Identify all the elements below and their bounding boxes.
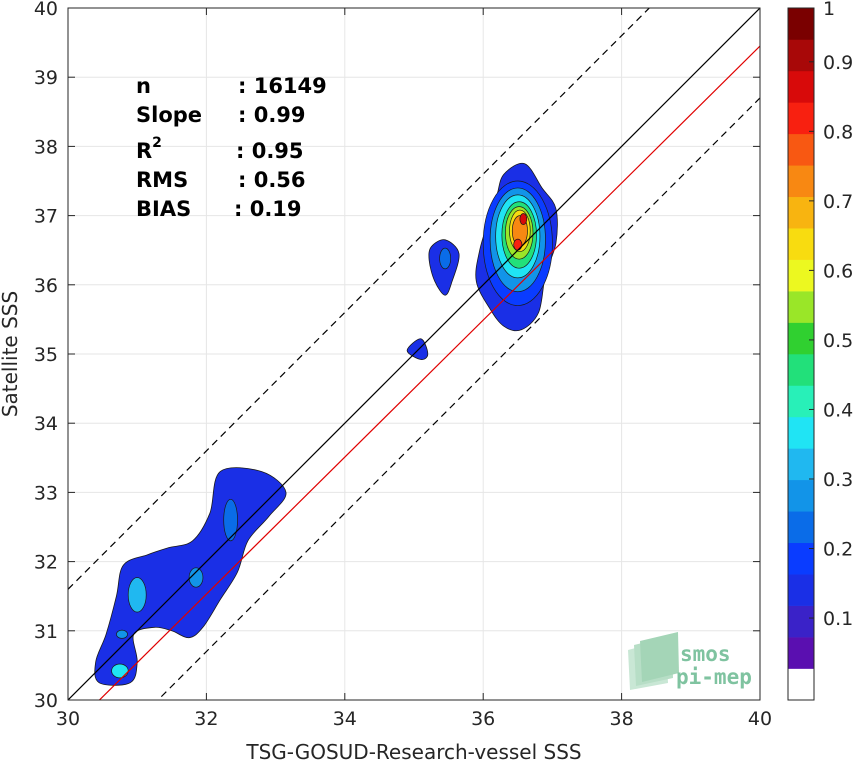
stat-slope-label: Slope bbox=[136, 103, 202, 127]
contour-core-coastal-low-0 bbox=[111, 663, 129, 679]
colorbar-segment bbox=[788, 354, 814, 386]
y-tick-label: 39 bbox=[34, 67, 58, 89]
x-tick-label: 34 bbox=[333, 708, 357, 730]
stat-r2-superscript: 2 bbox=[152, 135, 162, 151]
colorbar-segment bbox=[788, 479, 814, 512]
x-tick-label: 30 bbox=[56, 708, 80, 730]
density-contours bbox=[94, 162, 558, 686]
y-axis-label: Satellite SSS bbox=[0, 291, 22, 417]
colorbar-tick-label: 0.6 bbox=[823, 260, 853, 282]
logo-text-pimep: pi-mep bbox=[676, 665, 752, 689]
colorbar-tick-label: 0.2 bbox=[823, 539, 853, 561]
contour-core-open-ocean-high-7 bbox=[513, 238, 523, 251]
colorbar-segment bbox=[788, 133, 814, 166]
colorbar-segment bbox=[788, 291, 814, 323]
colorbar-segment bbox=[788, 102, 814, 135]
contour-core-open-ocean-high-8 bbox=[519, 213, 528, 225]
x-tick-label: 38 bbox=[610, 708, 634, 730]
colorbar-tick-label: 0.1 bbox=[823, 608, 853, 630]
colorbar-tick-label: 0.9 bbox=[823, 52, 853, 74]
colorbar-segment bbox=[788, 448, 814, 481]
y-tick-label: 40 bbox=[34, 0, 58, 20]
colorbar-segment bbox=[788, 259, 814, 292]
y-tick-label: 34 bbox=[34, 413, 58, 435]
colorbar-frame bbox=[787, 7, 815, 701]
x-tick-label: 36 bbox=[471, 708, 495, 730]
smos-pimep-logo: smos pi-mep bbox=[628, 632, 752, 690]
contour-offshore-isolated-b bbox=[406, 338, 429, 360]
x-tick-label: 32 bbox=[194, 708, 218, 730]
y-tick-label: 30 bbox=[34, 690, 58, 712]
colorbar-segment bbox=[788, 637, 814, 669]
x-axis-label: TSG-GOSUD-Research-vessel SSS bbox=[245, 740, 581, 763]
y-tick-label: 35 bbox=[34, 344, 58, 366]
stats-box: n : 16149 Slope : 0.99 R2 : 0.95 RMS : 0… bbox=[136, 74, 327, 221]
colorbar-segment bbox=[788, 385, 814, 418]
logo-text-smos: smos bbox=[680, 642, 731, 666]
colorbar-tick-label: 0.5 bbox=[823, 330, 853, 352]
line-regression bbox=[98, 45, 760, 700]
contour-core-coastal-low-4 bbox=[223, 498, 238, 542]
colorbar-segment bbox=[788, 542, 814, 575]
contour-core-coastal-low-1 bbox=[127, 577, 147, 613]
colorbar-segment bbox=[788, 668, 814, 701]
stat-rms-value: : 0.56 bbox=[238, 168, 306, 192]
stat-rms-label: RMS bbox=[136, 168, 188, 192]
colorbar-segment bbox=[788, 574, 814, 606]
colorbar-tick-label: 0.7 bbox=[823, 191, 853, 213]
y-tick-label: 31 bbox=[34, 621, 58, 643]
colorbar-segment bbox=[788, 70, 814, 103]
stat-r2-base: R bbox=[136, 139, 152, 163]
y-tick-label: 38 bbox=[34, 136, 58, 158]
y-tick-label: 32 bbox=[34, 552, 58, 574]
colorbar-segment bbox=[788, 196, 814, 229]
contour-core-offshore-isolated-a-0 bbox=[439, 247, 452, 270]
colorbar-segment bbox=[788, 511, 814, 544]
colorbar-segment bbox=[788, 416, 814, 449]
colorbar-segment bbox=[788, 165, 814, 198]
colorbar-segment bbox=[788, 8, 814, 40]
logo-wave-icon bbox=[628, 632, 679, 690]
colorbar-tick-label: 1 bbox=[823, 0, 835, 20]
x-tick-label: 40 bbox=[748, 708, 772, 730]
colorbar-segment bbox=[788, 322, 814, 355]
stat-r2-label: R2 bbox=[136, 135, 162, 163]
grid bbox=[68, 8, 760, 700]
y-tick-label: 33 bbox=[34, 482, 58, 504]
contour-core-coastal-low-2 bbox=[116, 629, 128, 639]
colorbar-tick-label: 0.3 bbox=[823, 469, 853, 491]
stat-bias-value: : 0.19 bbox=[234, 197, 302, 221]
stat-slope-value: : 0.99 bbox=[238, 103, 306, 127]
reference-lines bbox=[68, 8, 760, 700]
stat-n-label: n bbox=[136, 74, 151, 98]
colorbar-segment bbox=[788, 605, 814, 638]
colorbar-segment bbox=[788, 228, 814, 260]
line-identity bbox=[68, 8, 760, 700]
y-tick-label: 37 bbox=[34, 206, 58, 228]
y-tick-label: 36 bbox=[34, 275, 58, 297]
colorbar-tick-label: 0.4 bbox=[823, 399, 853, 421]
stat-n-value: : 16149 bbox=[238, 74, 327, 98]
stat-r2-value: : 0.95 bbox=[236, 139, 304, 163]
contour-core-coastal-low-3 bbox=[188, 567, 204, 588]
colorbar: 0.1 0.2 0.3 0.4 0.5 0.6 0.7 0.8 0.9 1 bbox=[787, 0, 853, 701]
colorbar-tick-label: 0.8 bbox=[823, 121, 853, 143]
stat-bias-label: BIAS bbox=[136, 197, 191, 221]
colorbar-segment bbox=[788, 39, 814, 72]
axis-ticks: 30 32 34 36 38 40 30 31 32 33 34 35 36 37 38 39 40 bbox=[34, 0, 772, 730]
